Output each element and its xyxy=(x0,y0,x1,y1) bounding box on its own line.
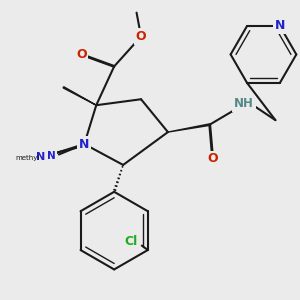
Polygon shape xyxy=(168,124,210,132)
Text: N: N xyxy=(36,152,46,163)
Text: Cl: Cl xyxy=(125,235,138,248)
Text: O: O xyxy=(76,48,87,61)
Text: O: O xyxy=(207,152,218,166)
Text: methyl: methyl xyxy=(15,155,40,161)
Polygon shape xyxy=(63,87,96,105)
Text: N: N xyxy=(275,20,285,32)
Text: N: N xyxy=(79,137,89,151)
Text: N: N xyxy=(79,137,89,151)
Text: NH: NH xyxy=(234,97,254,110)
Text: N: N xyxy=(47,151,56,161)
Text: O: O xyxy=(136,30,146,43)
